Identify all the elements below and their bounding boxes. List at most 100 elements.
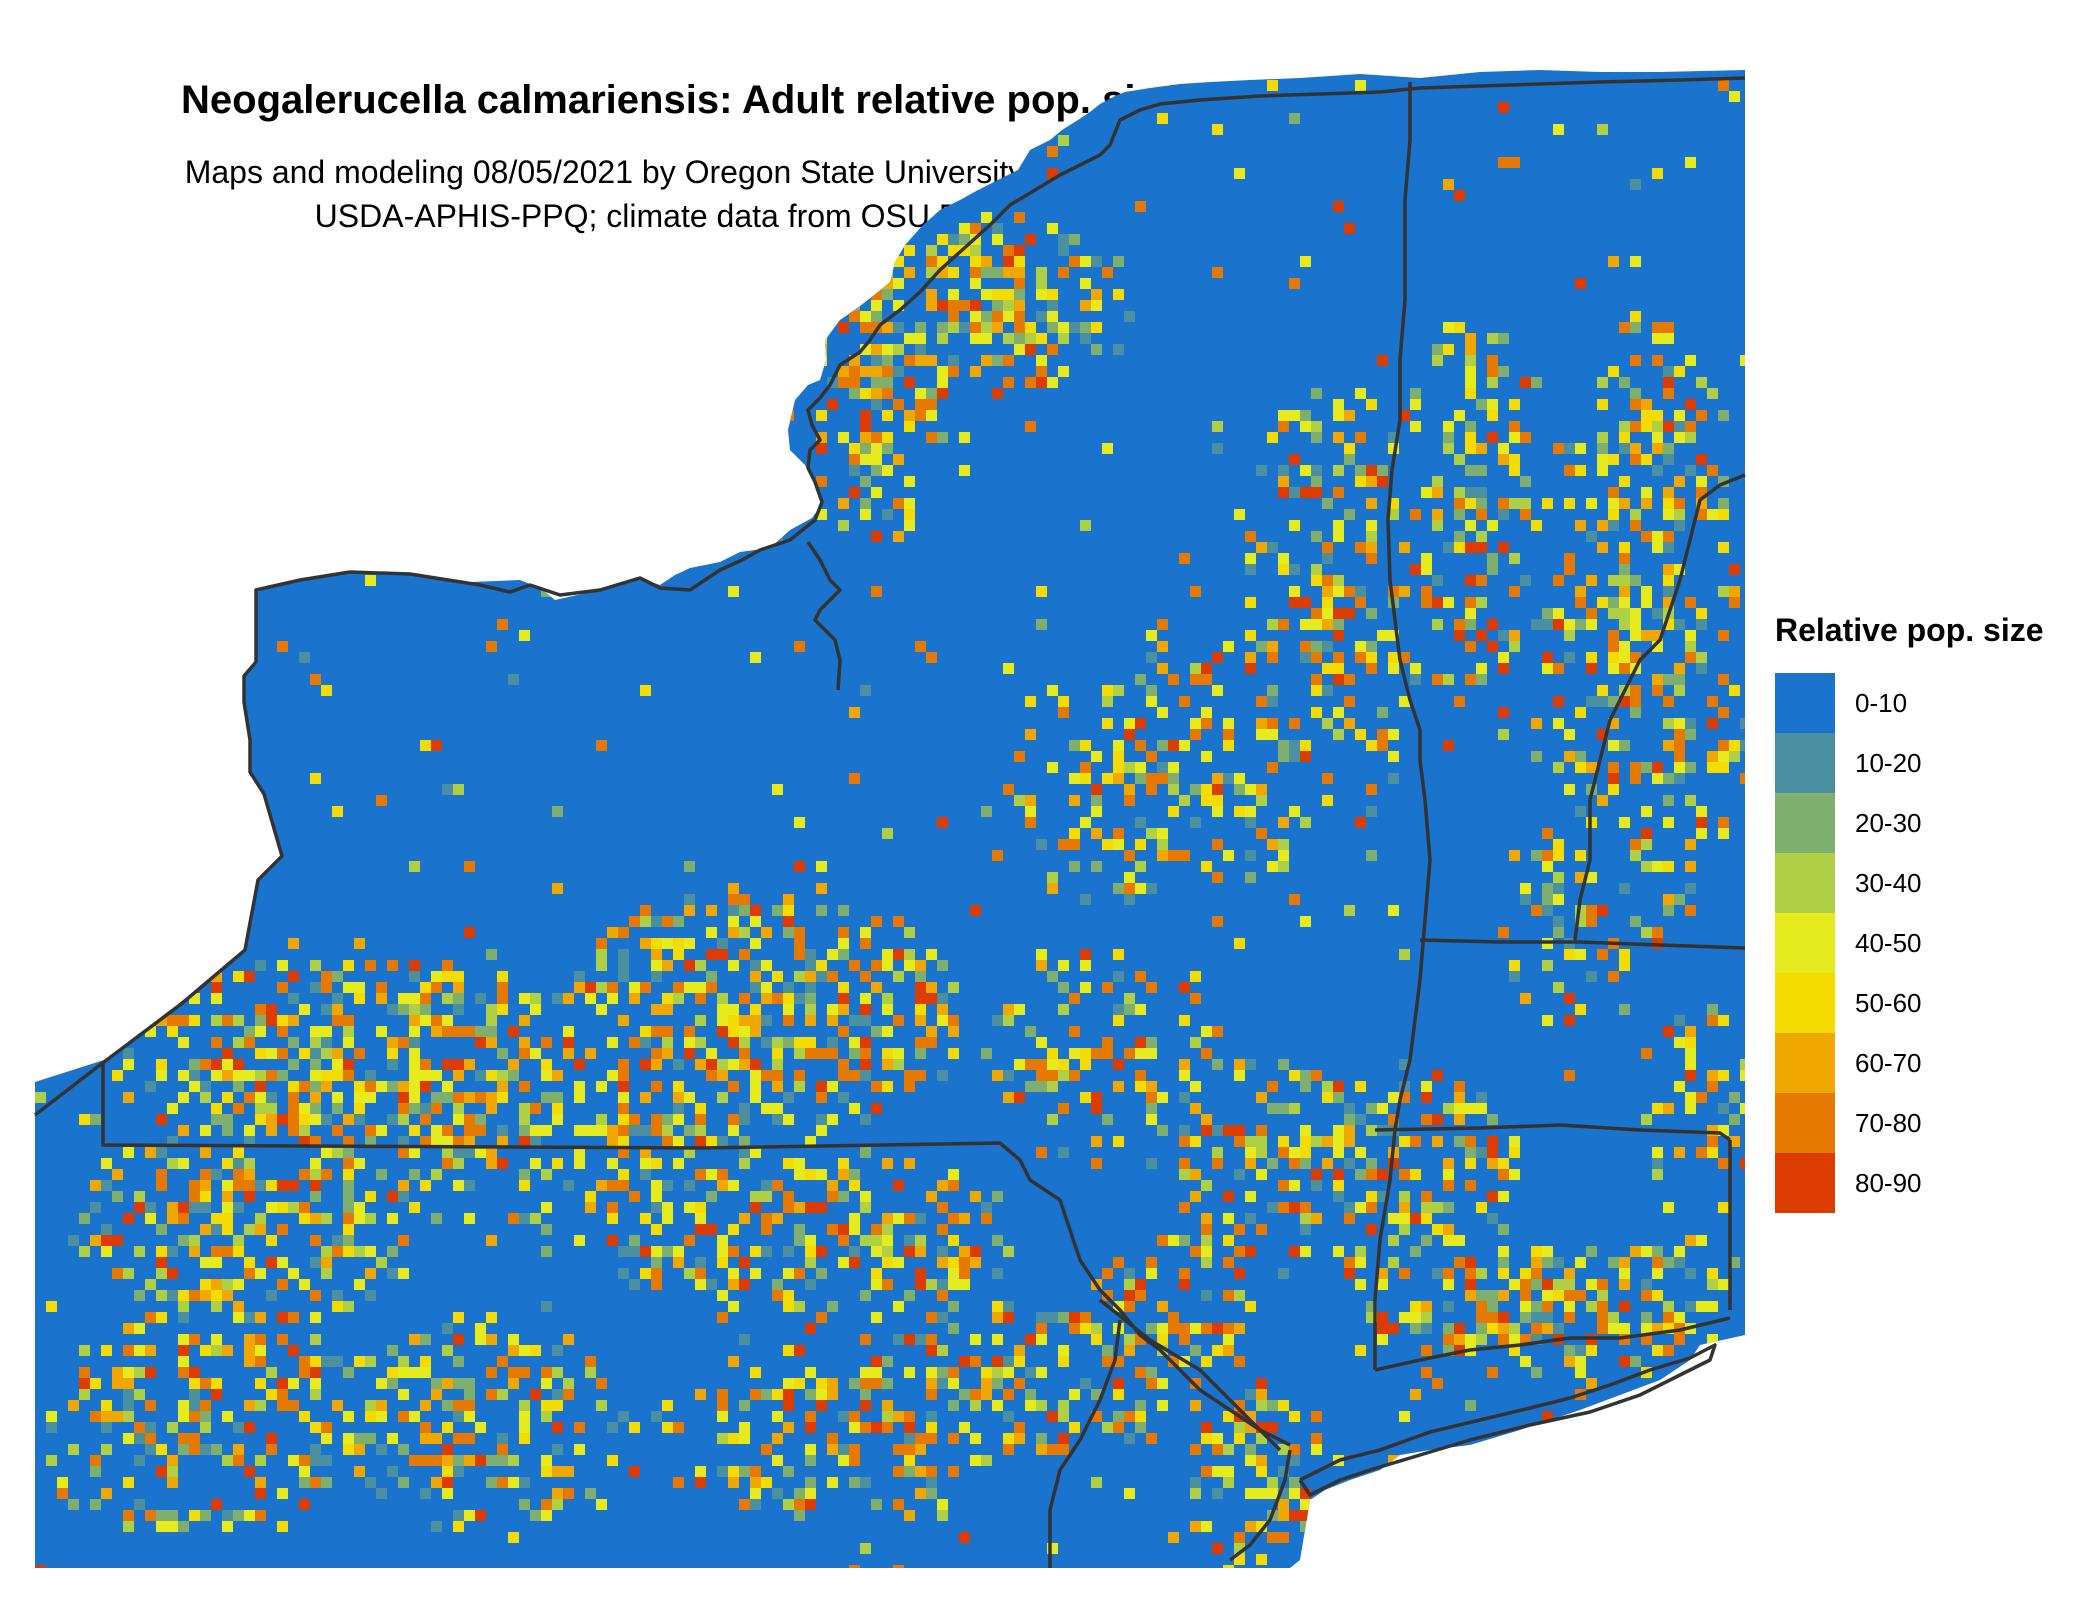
population-cell [1421, 586, 1432, 597]
population-cell [442, 1059, 453, 1070]
population-cell [1058, 135, 1069, 146]
population-cell [1300, 916, 1311, 927]
population-cell [541, 1301, 552, 1312]
population-cell [1278, 1103, 1289, 1114]
population-cell [1069, 1026, 1080, 1037]
population-cell [1047, 300, 1058, 311]
population-cell [1278, 619, 1289, 630]
population-cell [1212, 267, 1223, 278]
population-cell [1432, 575, 1443, 586]
population-cell [618, 1070, 629, 1081]
population-cell [1135, 201, 1146, 212]
population-cell [475, 1334, 486, 1345]
population-cell [827, 1301, 838, 1312]
population-cell [1058, 234, 1069, 245]
population-cell [1190, 993, 1201, 1004]
population-cell [332, 1015, 343, 1026]
population-cell [508, 1532, 519, 1543]
population-cell [1190, 586, 1201, 597]
population-cell [508, 1455, 519, 1466]
population-cell [1410, 421, 1421, 432]
population-cell [1707, 718, 1718, 729]
population-cell [1465, 1290, 1476, 1301]
population-cell [409, 179, 420, 190]
population-cell [299, 1004, 310, 1015]
population-cell [464, 1389, 475, 1400]
population-cell [1619, 443, 1630, 454]
population-cell [266, 1290, 277, 1301]
population-cell [1641, 927, 1652, 938]
population-cell [926, 652, 937, 663]
population-cell [1542, 663, 1553, 674]
population-cell [508, 1345, 519, 1356]
population-cell [1553, 982, 1564, 993]
population-cell [827, 1224, 838, 1235]
population-cell [1311, 641, 1322, 652]
population-cell [486, 1312, 497, 1323]
population-cell [1058, 333, 1069, 344]
population-cell [1344, 696, 1355, 707]
population-cell [805, 1169, 816, 1180]
population-cell [651, 1048, 662, 1059]
population-cell [1322, 663, 1333, 674]
population-cell [1025, 1389, 1036, 1400]
population-cell [1608, 773, 1619, 784]
population-cell [882, 1224, 893, 1235]
population-cell [541, 1378, 552, 1389]
population-cell [420, 1059, 431, 1070]
population-cell [750, 916, 761, 927]
population-cell [992, 1268, 1003, 1279]
population-cell [1124, 872, 1135, 883]
population-cell [893, 157, 904, 168]
population-cell [178, 1444, 189, 1455]
population-cell [1630, 762, 1641, 773]
population-cell [486, 1477, 497, 1488]
population-cell [1201, 861, 1212, 872]
population-cell [332, 1400, 343, 1411]
population-cell [519, 212, 530, 223]
population-cell [1069, 1048, 1080, 1059]
population-cell [1157, 839, 1168, 850]
population-cell [948, 1268, 959, 1279]
population-cell [860, 993, 871, 1004]
population-cell [1333, 630, 1344, 641]
population-cell [1641, 1048, 1652, 1059]
population-cell [1652, 861, 1663, 872]
population-cell [1454, 410, 1465, 421]
population-cell [541, 1367, 552, 1378]
population-cell [1047, 1411, 1058, 1422]
population-cell [1454, 1323, 1465, 1334]
population-cell [1366, 806, 1377, 817]
population-cell [970, 1455, 981, 1466]
population-cell [1344, 443, 1355, 454]
population-cell [1344, 223, 1355, 234]
population-cell [1685, 432, 1696, 443]
population-cell [750, 1367, 761, 1378]
population-cell [1278, 1488, 1289, 1499]
population-cell [1135, 839, 1146, 850]
population-cell [783, 1466, 794, 1477]
population-cell [464, 1213, 475, 1224]
population-cell [1531, 1334, 1542, 1345]
population-cell [926, 1026, 937, 1037]
population-cell [838, 520, 849, 531]
population-cell [695, 1213, 706, 1224]
population-cell [343, 1169, 354, 1180]
population-cell [1036, 278, 1047, 289]
population-cell [1652, 1158, 1663, 1169]
population-cell [662, 916, 673, 927]
population-cell [134, 1389, 145, 1400]
population-cell [189, 1246, 200, 1257]
population-cell [1586, 652, 1597, 663]
population-cell [552, 1466, 563, 1477]
population-cell [442, 1015, 453, 1026]
population-cell [1652, 443, 1663, 454]
population-cell [871, 432, 882, 443]
population-cell [552, 1400, 563, 1411]
population-cell [211, 1389, 222, 1400]
population-cell [816, 443, 827, 454]
population-cell [1542, 608, 1553, 619]
population-cell [1058, 1312, 1069, 1323]
population-cell [882, 1059, 893, 1070]
population-cell [651, 1257, 662, 1268]
